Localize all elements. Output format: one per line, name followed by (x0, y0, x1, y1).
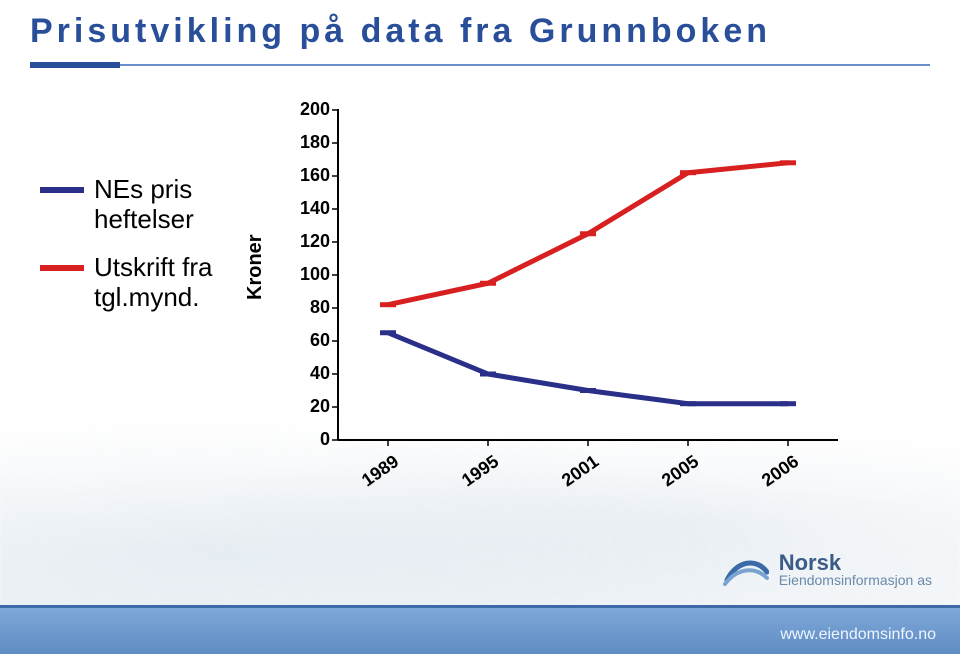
y-tick-label: 160 (282, 165, 330, 186)
page-title: Prisutvikling på data fra Grunnboken (30, 12, 771, 51)
legend: NEs pris heftelser Utskrift fra tgl.mynd… (40, 175, 240, 331)
brand-logo: Norsk Eiendomsinformasjon as (723, 550, 932, 590)
brand-swoosh-icon (723, 550, 769, 590)
chart-svg (270, 100, 870, 500)
y-tick-label: 60 (282, 330, 330, 351)
y-axis-label: Kroner (244, 234, 267, 300)
legend-label: Utskrift fra tgl.mynd. (94, 253, 240, 313)
footer-url: www.eiendomsinfo.no (780, 626, 936, 644)
y-tick-label: 20 (282, 396, 330, 417)
y-tick-label: 100 (282, 264, 330, 285)
legend-item: NEs pris heftelser (40, 175, 240, 235)
y-tick-label: 80 (282, 297, 330, 318)
footer-bar: www.eiendomsinfo.no (0, 605, 960, 654)
slide: { "title": "Prisutvikling på data fra Gr… (0, 0, 960, 654)
chart (270, 100, 870, 500)
y-tick-label: 180 (282, 132, 330, 153)
y-tick-label: 200 (282, 99, 330, 120)
y-tick-label: 0 (282, 429, 330, 450)
y-tick-label: 40 (282, 363, 330, 384)
brand-sub: Eiendomsinformasjon as (779, 572, 932, 588)
y-tick-label: 140 (282, 198, 330, 219)
legend-item: Utskrift fra tgl.mynd. (40, 253, 240, 313)
y-tick-label: 120 (282, 231, 330, 252)
legend-swatch (40, 187, 84, 193)
brand-name: Norsk (779, 552, 932, 574)
legend-swatch (40, 265, 84, 271)
legend-label: NEs pris heftelser (94, 175, 240, 235)
